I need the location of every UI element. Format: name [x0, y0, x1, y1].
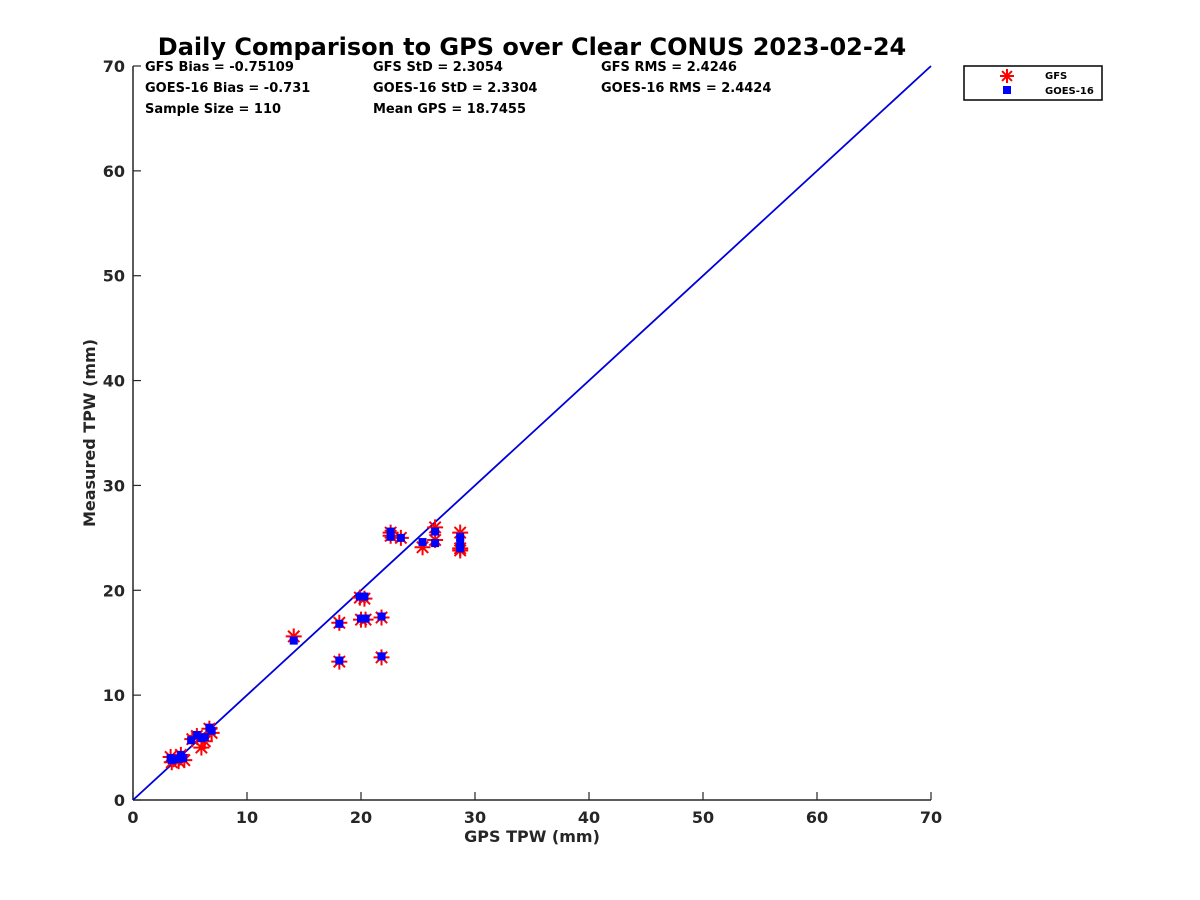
stats-block: GFS Bias = -0.75109 GFS StD = 2.3054 GFS R…	[145, 60, 771, 117]
x-tick-label: 20	[350, 808, 372, 827]
goes16-point	[456, 544, 465, 553]
y-tick-label: 20	[103, 581, 125, 600]
x-tick-label: 30	[464, 808, 486, 827]
axes: 0 10 20 30 40 50 60 70 0 10 20 30 40 50 60 70	[103, 57, 942, 827]
chart-title: Daily Comparison to GPS over Clear CONUS…	[158, 33, 906, 61]
reference-line-layer	[132, 65, 932, 801]
goes16-point	[386, 527, 395, 536]
y-tick-label: 10	[103, 686, 125, 705]
goes16-point	[179, 754, 188, 763]
goes16-point	[360, 592, 369, 601]
goes16-point	[192, 730, 201, 739]
goes16-point	[396, 533, 405, 542]
legend: GFS GOES-16	[963, 65, 1103, 101]
goes16-point	[200, 733, 209, 742]
stat-text: GOES-16 StD = 2.3304	[373, 81, 537, 96]
y-axis-label: Measured TPW (mm)	[80, 339, 99, 527]
stat-text: GFS StD = 2.3054	[373, 60, 503, 75]
goes16-point	[335, 619, 344, 628]
stat-text: Sample Size = 110	[145, 102, 281, 117]
goes16-point	[377, 652, 386, 661]
x-tick-label: 70	[920, 808, 942, 827]
stat-text: GOES-16 Bias = -0.731	[145, 81, 310, 96]
x-tick-label: 10	[236, 808, 258, 827]
x-tick-label: 40	[578, 808, 600, 827]
one-to-one-line	[132, 65, 932, 801]
y-tick-label: 60	[103, 162, 125, 181]
goes16-point	[207, 726, 216, 735]
x-axis-label: GPS TPW (mm)	[464, 827, 600, 846]
goes16-point	[377, 612, 386, 621]
goes16-point	[361, 614, 370, 623]
x-tick-label: 50	[692, 808, 714, 827]
stat-text: Mean GPS = 18.7455	[373, 102, 526, 117]
y-tick-label: 0	[114, 791, 125, 810]
goes16-point	[335, 656, 344, 665]
goes16-series	[166, 527, 465, 765]
goes16-point	[167, 756, 176, 765]
legend-goes16-label: GOES-16	[1045, 86, 1094, 97]
goes16-point	[174, 755, 183, 764]
y-tick-label: 50	[103, 267, 125, 286]
legend-goes16-marker	[1003, 86, 1011, 94]
legend-gfs-label: GFS	[1045, 71, 1067, 82]
y-tick-label: 70	[103, 57, 125, 76]
goes16-point	[431, 527, 440, 536]
goes16-point	[386, 532, 395, 541]
goes16-point	[187, 736, 196, 745]
stat-text: GOES-16 RMS = 2.4424	[601, 81, 771, 96]
goes16-point	[456, 539, 465, 548]
legend-gfs-marker	[1000, 69, 1014, 83]
y-tick-label: 40	[103, 372, 125, 391]
x-tick-label: 0	[127, 808, 138, 827]
stat-text: GFS RMS = 2.4246	[601, 60, 737, 75]
goes16-point	[289, 636, 298, 645]
legend-box	[963, 65, 1103, 101]
stat-text: GFS Bias = -0.75109	[145, 60, 294, 75]
goes16-point	[456, 532, 465, 541]
goes16-point	[418, 538, 427, 547]
x-tick-label: 60	[806, 808, 828, 827]
y-tick-label: 30	[103, 476, 125, 495]
goes16-point	[355, 592, 364, 601]
goes16-point	[431, 539, 440, 548]
goes16-point	[357, 614, 365, 623]
